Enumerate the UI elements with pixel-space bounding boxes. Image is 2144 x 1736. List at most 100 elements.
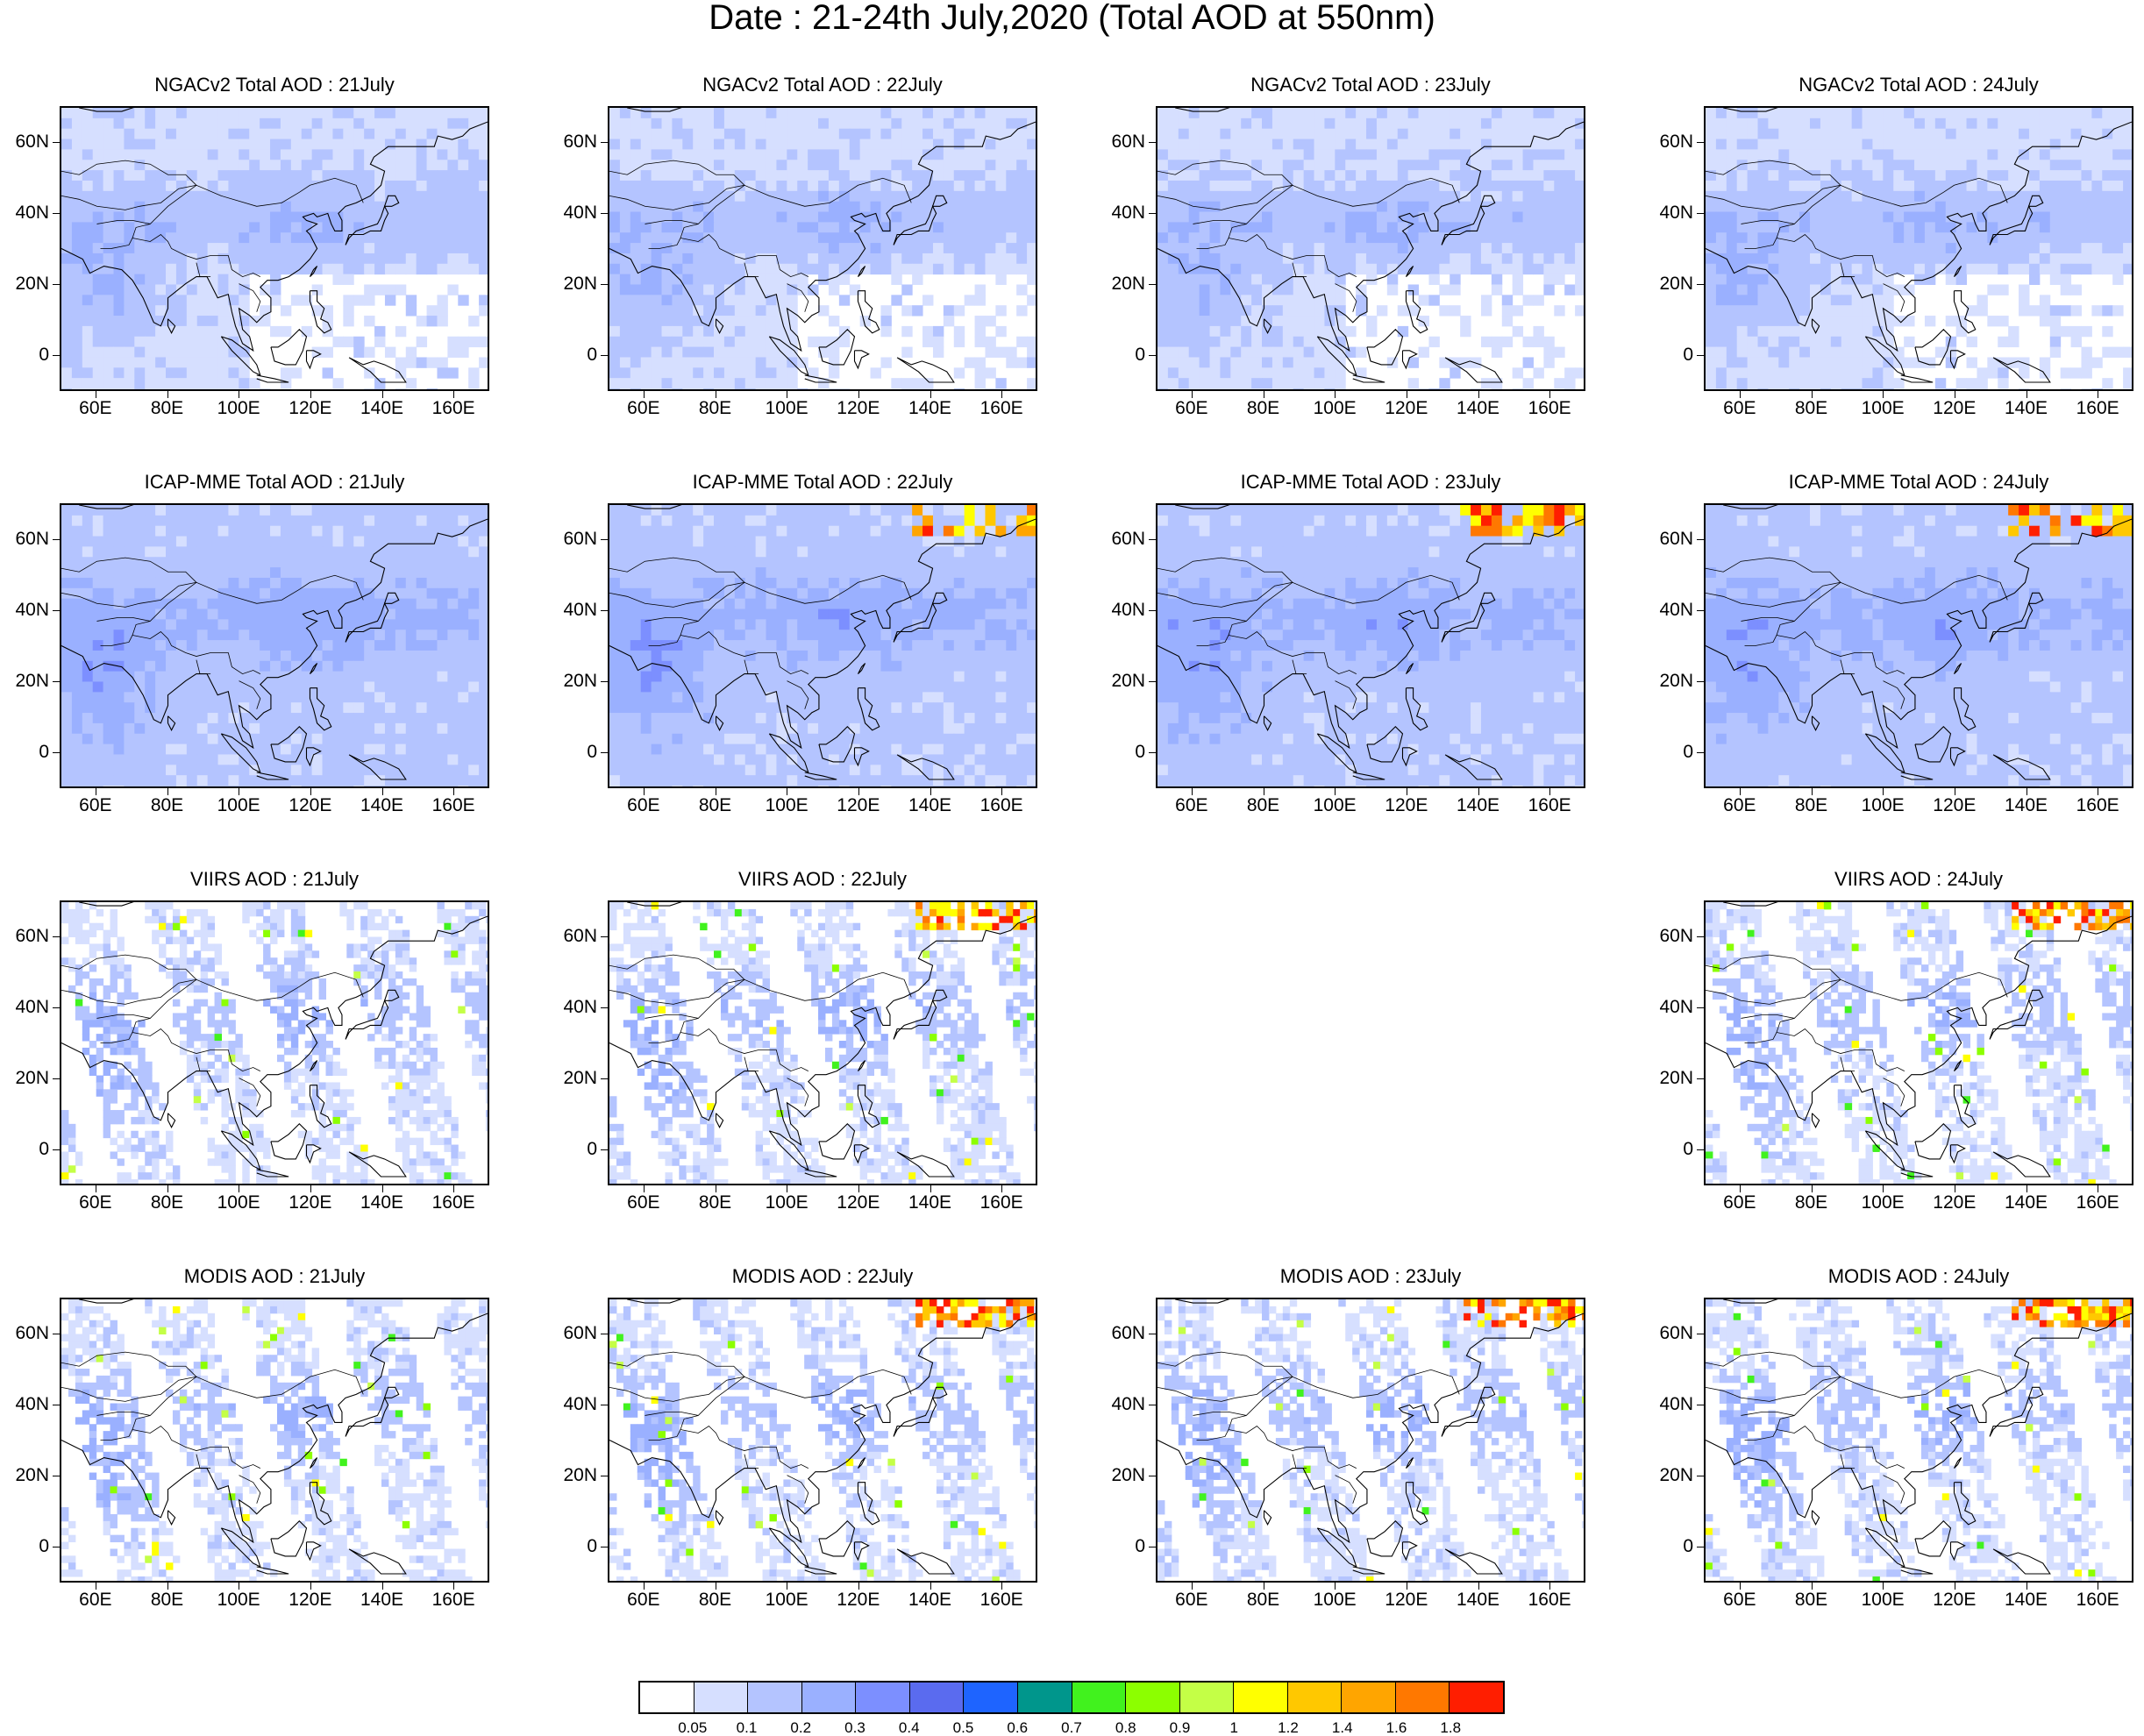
lon-tick-label: 140E	[2004, 1192, 2048, 1213]
colorbar-swatch	[801, 1683, 857, 1712]
lat-tick-label: 20N	[563, 1068, 597, 1089]
lat-tick-label: 0	[1683, 345, 1693, 366]
lon-tick-label: 80E	[150, 1192, 184, 1213]
map-plot-area	[1704, 1298, 2133, 1583]
lon-tick	[1883, 788, 1884, 795]
colorbar-tick-label: 1.2	[1278, 1719, 1299, 1736]
lon-tick-label: 100E	[1861, 1192, 1905, 1213]
lon-tick-label: 80E	[1246, 1590, 1280, 1610]
lat-tick	[601, 936, 608, 937]
lon-tick	[1739, 391, 1741, 398]
lon-tick-label: 140E	[1456, 398, 1500, 418]
lon-tick	[930, 1583, 931, 1590]
lon-tick-label: 60E	[79, 398, 112, 418]
lon-tick-label: 80E	[1794, 1192, 1828, 1213]
lat-tick-label: 20N	[15, 671, 49, 692]
lon-tick	[453, 788, 455, 795]
lon-tick	[310, 1185, 311, 1192]
lon-tick-label: 140E	[2004, 1590, 2048, 1610]
lon-tick-label: 100E	[765, 1590, 808, 1610]
lat-tick	[601, 141, 608, 143]
lon-tick-label: 120E	[1933, 795, 1977, 815]
lon-tick	[1549, 788, 1551, 795]
lon-tick	[1549, 391, 1551, 398]
lat-tick-label: 20N	[563, 274, 597, 295]
lat-tick	[601, 1149, 608, 1151]
lat-tick-label: 40N	[1111, 599, 1145, 620]
figure-title: Date : 21-24th July,2020 (Total AOD at 5…	[709, 0, 1435, 37]
map-plot-area	[608, 1298, 1037, 1583]
coastline-map	[1157, 108, 1584, 389]
lat-tick	[1149, 355, 1156, 357]
lon-tick	[2026, 1583, 2027, 1590]
panel-title: MODIS AOD : 24July	[1827, 1265, 2010, 1287]
lat-tick-label: 40N	[15, 202, 49, 223]
lat-tick-label: 40N	[15, 1393, 49, 1414]
lat-tick	[1697, 609, 1704, 611]
map-plot-area	[1704, 900, 2133, 1185]
lat-tick-label: 40N	[1659, 599, 1693, 620]
colorbar-swatch	[694, 1683, 749, 1712]
lat-tick-label: 0	[587, 1139, 597, 1160]
panel-title: NGACv2 Total AOD : 24July	[1799, 74, 2039, 96]
panel-title: NGACv2 Total AOD : 21July	[154, 74, 395, 96]
panel-title: ICAP-MME Total AOD : 22July	[692, 471, 953, 493]
lon-tick-label: 80E	[1794, 398, 1828, 418]
lat-tick	[1149, 609, 1156, 611]
lon-tick-label: 100E	[217, 1192, 260, 1213]
lon-tick-label: 120E	[837, 398, 880, 418]
lat-tick	[601, 355, 608, 357]
lat-tick-label: 40N	[563, 996, 597, 1017]
lat-tick-label: 20N	[15, 274, 49, 295]
lon-tick-label: 60E	[1175, 398, 1208, 418]
panel-title: MODIS AOD : 22July	[731, 1265, 914, 1287]
map-plot-area	[608, 106, 1037, 391]
lat-tick-label: 40N	[1111, 202, 1145, 223]
colorbar-tick-label: 0.2	[790, 1719, 812, 1736]
lat-tick-label: 40N	[563, 202, 597, 223]
lon-tick-label: 160E	[1528, 398, 1571, 418]
map-panel: NGACv2 Total AOD : 24July 60N 40N 20N 0 60E 80…	[1644, 74, 2144, 442]
lon-tick-label: 60E	[79, 1192, 112, 1213]
lon-tick-label: 140E	[908, 795, 952, 815]
lat-tick-label: 20N	[563, 671, 597, 692]
coastline-map	[61, 505, 488, 786]
lat-tick	[53, 141, 60, 143]
lon-tick	[1191, 1583, 1193, 1590]
map-panel: VIIRS AOD : 22July 60N 40N 20N 0 60E 80E 100E 12…	[548, 868, 1074, 1236]
lat-tick-label: 0	[587, 742, 597, 763]
colorbar-swatch	[1179, 1683, 1235, 1712]
map-panel: NGACv2 Total AOD : 23July 60N 40N 20N 0 60E 80…	[1096, 74, 1622, 442]
lat-tick	[53, 1078, 60, 1080]
lon-tick-label: 120E	[288, 398, 332, 418]
lon-tick-label: 140E	[1456, 795, 1500, 815]
lon-tick	[1811, 1583, 1813, 1590]
lon-tick-label: 120E	[288, 1590, 332, 1610]
lon-tick-label: 100E	[1313, 1590, 1357, 1610]
colorbar-swatch	[909, 1683, 965, 1712]
lat-tick-label: 20N	[1659, 1068, 1693, 1089]
lon-tick	[1883, 1583, 1884, 1590]
lon-tick-label: 160E	[1528, 795, 1571, 815]
lon-tick	[1811, 788, 1813, 795]
lon-tick	[1883, 391, 1884, 398]
lon-tick-label: 160E	[2076, 795, 2119, 815]
colorbar-tick-label: 1.8	[1440, 1719, 1462, 1736]
lon-tick-label: 140E	[360, 1192, 404, 1213]
lat-tick	[601, 1078, 608, 1080]
lon-tick-label: 100E	[765, 398, 808, 418]
map-panel: NGACv2 Total AOD : 22July 60N 40N 20N 0 60E 80…	[548, 74, 1074, 442]
lon-tick	[1478, 391, 1479, 398]
lat-tick-label: 60N	[1659, 528, 1693, 549]
lon-tick-label: 140E	[908, 398, 952, 418]
map-plot-area	[1156, 1298, 1585, 1583]
lat-tick-label: 60N	[1111, 528, 1145, 549]
lon-tick-label: 100E	[765, 1192, 808, 1213]
lon-tick-label: 160E	[2076, 1590, 2119, 1610]
lat-tick-label: 60N	[15, 528, 49, 549]
lat-tick-label: 60N	[1659, 925, 1693, 946]
lon-tick	[310, 788, 311, 795]
map-panel: MODIS AOD : 23July 60N 40N 20N 0 60E 80E 100E 12…	[1096, 1265, 1622, 1633]
lat-tick-label: 20N	[1659, 1465, 1693, 1486]
lat-tick	[1697, 681, 1704, 683]
